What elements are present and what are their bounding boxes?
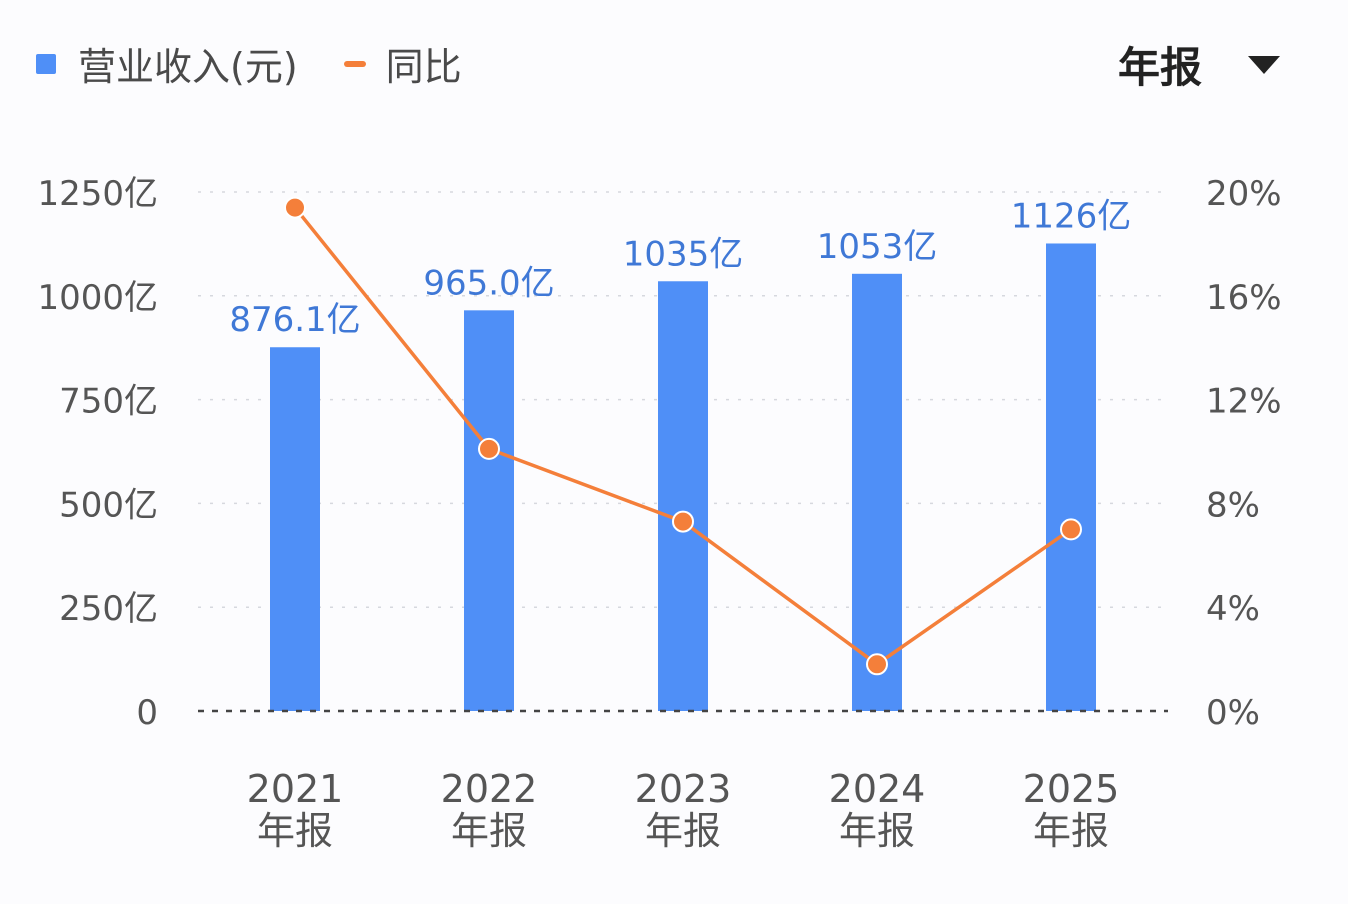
y-right-tick-label: 4% [1206,589,1260,629]
revenue-bar [270,347,320,711]
y-left-tick-label: 0 [136,693,158,733]
yoy-point [1060,518,1082,541]
revenue-data-label: 1035亿 [623,234,744,274]
y-right-tick-label: 12% [1206,382,1282,422]
revenue-data-label: 1126亿 [1011,196,1132,236]
x-category-label: 2023 年报 [635,767,732,853]
yoy-point [866,653,888,676]
x-category-label: 2022 年报 [441,767,538,853]
period-dropdown[interactable]: 年报 [1118,34,1280,95]
legend-item-revenue[interactable]: 营业收入(元) [36,36,298,91]
y-left-tick-label: 1250亿 [37,174,158,214]
revenue-bar [1046,243,1096,711]
y-right-tick-label: 16% [1206,278,1282,318]
revenue-bar [658,281,708,711]
legend-line-swatch [343,60,366,67]
legend-label-revenue: 营业收入(元) [78,45,298,89]
yoy-point [284,196,306,219]
revenue-bar [464,310,514,711]
y-right-tick-label: 20% [1206,174,1282,214]
y-left-tick-label: 500亿 [59,485,158,525]
y-right-tick-label: 0% [1206,693,1260,733]
yoy-point [672,510,694,533]
period-dropdown-value: 年报 [1117,43,1202,92]
x-category-label: 2021 年报 [247,767,344,853]
yoy-point [478,437,500,460]
y-left-tick-label: 1000亿 [37,278,158,318]
revenue-bar [852,273,902,711]
revenue-data-label: 965.0亿 [423,263,554,303]
x-category-label: 2025 年报 [1023,767,1120,853]
chart-legend: 营业收入(元) 同比 [36,36,508,91]
revenue-data-label: 876.1亿 [229,300,360,340]
caret-down-icon [1248,55,1280,74]
x-category-label: 2024 年报 [829,767,926,853]
legend-label-yoy: 同比 [385,45,462,89]
y-left-tick-label: 750亿 [59,382,158,422]
y-left-tick-label: 250亿 [59,589,158,629]
revenue-data-label: 1053亿 [817,227,938,267]
y-right-tick-label: 8% [1206,485,1260,525]
legend-bar-swatch [36,53,56,74]
legend-item-yoy[interactable]: 同比 [343,36,462,91]
